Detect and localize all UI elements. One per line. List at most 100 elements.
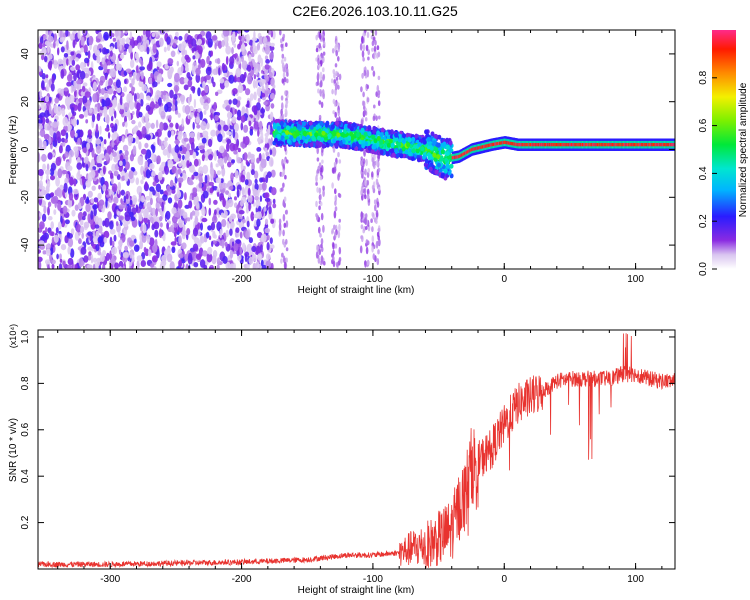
noise-cell [123,195,127,204]
noise-cell [166,44,171,52]
noise-cell [149,216,154,223]
noise-cell [181,55,186,64]
noise-cell [203,264,208,269]
noise-cell [225,45,232,55]
noise-cell [285,220,289,228]
noise-cell [106,145,112,155]
noise-cell [241,186,245,196]
signal-cell [335,120,339,126]
noise-cell [270,78,275,86]
noise-cell [191,174,195,180]
signal-cell [321,130,326,136]
noise-cell [55,227,59,234]
noise-cell [200,58,206,68]
noise-cell [146,63,153,72]
noise-cell [270,111,274,122]
noise-cell [156,94,160,100]
noise-cell [114,30,119,37]
noise-cell [48,96,52,102]
signal-cell [445,144,450,150]
noise-cell [179,146,183,152]
noise-cell [229,263,235,269]
noise-cell [74,57,79,62]
noise-cell [75,223,82,233]
signal-cell [272,124,277,130]
noise-cell [155,131,159,137]
noise-cell [191,210,196,216]
signal-cell [426,152,431,158]
noise-cell [248,120,252,127]
noise-cell [334,206,338,212]
noise-cell [142,223,147,234]
noise-cell [156,248,160,259]
noise-cell [367,168,371,173]
noise-cell [78,257,84,268]
noise-cell [362,91,365,98]
noise-cell [81,157,84,162]
noise-cell [129,153,134,162]
noise-cell [192,86,196,94]
noise-cell [320,238,324,245]
noise-cell [250,155,256,165]
noise-cell [208,181,214,186]
noise-cell [77,102,82,112]
noise-cell [64,219,70,225]
noise-cell [190,142,195,151]
noise-cell [197,45,203,55]
noise-cell [285,42,288,47]
noise-cell [43,232,49,240]
noise-cell [263,206,267,212]
noise-cell [228,192,231,198]
noise-cell [174,144,180,154]
noise-cell [108,106,114,117]
noise-cell [52,121,59,128]
noise-cell [93,197,99,203]
noise-cell [103,111,108,118]
noise-cell [45,118,50,124]
noise-cell [337,44,341,53]
noise-cell [251,245,257,253]
noise-cell [248,202,251,212]
noise-cell [68,192,74,201]
noise-cell [181,118,184,127]
noise-cell [107,60,112,66]
noise-cell [113,196,119,204]
noise-cell [39,180,43,190]
noise-cell [337,102,340,107]
signal-cell [430,131,435,137]
noise-cell [55,39,59,47]
noise-cell [55,131,61,141]
noise-cell [211,255,217,265]
noise-cell [281,102,284,110]
noise-cell [182,146,188,155]
noise-cell [178,162,183,168]
noise-cell [376,45,380,51]
noise-cell [149,197,153,206]
noise-cell [131,195,138,205]
signal-cell [436,142,441,148]
noise-cell [212,230,216,239]
noise-cell [266,242,270,251]
noise-cell [69,176,74,186]
signal-cell [330,124,335,130]
noise-cell [74,263,78,269]
noise-cell [103,236,108,244]
signal-cell [416,157,421,163]
signal-cell [405,132,410,138]
signal-cell [276,133,281,139]
signal-cell [443,168,448,174]
noise-cell [259,120,263,130]
noise-cell [99,125,102,135]
noise-cell [361,182,365,188]
noise-cell [71,59,76,66]
noise-cell [138,111,143,118]
noise-cell [372,36,376,41]
noise-cell [118,215,124,221]
noise-cell [330,78,334,84]
noise-cell [252,262,257,269]
noise-cell [96,113,101,122]
noise-cell [160,259,167,267]
noise-cell [245,206,249,214]
noise-cell [162,149,168,156]
